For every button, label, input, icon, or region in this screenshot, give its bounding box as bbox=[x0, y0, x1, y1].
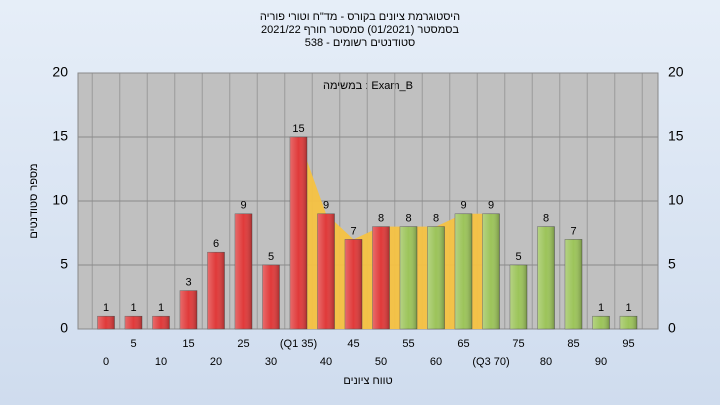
value-label: 7 bbox=[350, 225, 356, 237]
value-label: 5 bbox=[515, 251, 521, 263]
x-tick-label: 90 bbox=[595, 356, 607, 368]
bar-shade bbox=[427, 226, 445, 329]
x-tick-label: 30 bbox=[265, 356, 277, 368]
value-label: 1 bbox=[625, 302, 631, 314]
bar-shade bbox=[372, 226, 390, 329]
chart-subtitle: סטודנטים רשומים - 538 bbox=[305, 37, 416, 49]
value-label: 5 bbox=[268, 251, 274, 263]
value-label: 8 bbox=[543, 213, 549, 225]
x-tick-label: 95 bbox=[622, 338, 634, 350]
y-tick-label: 10 bbox=[52, 192, 68, 208]
bar-shade bbox=[592, 316, 610, 329]
value-label: 9 bbox=[240, 200, 246, 212]
y2-tick-label: 20 bbox=[668, 64, 684, 80]
bar-shade bbox=[97, 316, 115, 329]
bar-shade bbox=[482, 213, 500, 329]
value-label: 8 bbox=[378, 213, 384, 225]
bar-shade bbox=[345, 239, 362, 329]
x-tick-label: 40 bbox=[320, 356, 332, 368]
x-tick-label: 75 bbox=[512, 338, 524, 350]
value-label: 9 bbox=[323, 200, 329, 212]
x-tick-label: 50 bbox=[375, 356, 387, 368]
value-label: 1 bbox=[598, 302, 604, 314]
y2-tick-label: 5 bbox=[668, 256, 676, 272]
x-tick-label: 65 bbox=[457, 338, 469, 350]
value-label: 8 bbox=[405, 213, 411, 225]
y-tick-label: 5 bbox=[60, 256, 68, 272]
bar-shade bbox=[125, 316, 142, 329]
value-label: 6 bbox=[213, 238, 219, 250]
x-tick-label: 80 bbox=[540, 356, 552, 368]
x-tick-label: 0 bbox=[103, 356, 109, 368]
annotation: במשימה : Exam_B bbox=[323, 80, 413, 92]
value-label: 7 bbox=[570, 225, 576, 237]
x-tick-label: 85 bbox=[567, 338, 579, 350]
value-label: 9 bbox=[460, 200, 466, 212]
y-tick-label: 20 bbox=[52, 64, 68, 80]
x-tick-label: 15 bbox=[182, 338, 194, 350]
x-tick-label: 20 bbox=[210, 356, 222, 368]
y-axis-label: מספר סטודנטים bbox=[28, 163, 40, 238]
x-tick-label: 5 bbox=[130, 338, 136, 350]
y2-tick-label: 0 bbox=[668, 320, 676, 336]
x-tick-label: 45 bbox=[347, 338, 359, 350]
y-tick-label: 15 bbox=[52, 128, 68, 144]
bar-shade bbox=[180, 290, 197, 329]
value-label: 1 bbox=[103, 302, 109, 314]
x-tick-label: 25 bbox=[237, 338, 249, 350]
bar-shade bbox=[235, 213, 252, 329]
bar-shade bbox=[262, 265, 280, 329]
bar-shade bbox=[207, 252, 225, 329]
y2-tick-label: 10 bbox=[668, 192, 684, 208]
x-axis-label: טווח ציונים bbox=[343, 375, 392, 387]
bar-shade bbox=[290, 137, 307, 329]
chart-title: היסטוגרמת ציונים בקורס - מד"ח וטורי פורי… bbox=[260, 11, 460, 23]
x-tick-label: 10 bbox=[155, 356, 167, 368]
bar-shade bbox=[620, 316, 637, 329]
bar-shade bbox=[400, 226, 417, 329]
value-label: 8 bbox=[433, 213, 439, 225]
bar-shade bbox=[152, 316, 170, 329]
x-tick-label: (Q3 70) bbox=[472, 356, 509, 368]
y2-tick-label: 15 bbox=[668, 128, 684, 144]
bar-shade bbox=[455, 213, 472, 329]
chart-subtitle: בסמסטר (01/2021) סמסטר חורף 2021/22 bbox=[261, 24, 459, 36]
x-tick-label: (Q1 35) bbox=[280, 338, 317, 350]
bar-shade bbox=[565, 239, 582, 329]
value-label: 1 bbox=[158, 302, 164, 314]
x-tick-label: 55 bbox=[402, 338, 414, 350]
bar-shade bbox=[537, 226, 555, 329]
value-label: 15 bbox=[292, 123, 304, 135]
x-tick-label: 60 bbox=[430, 356, 442, 368]
value-label: 1 bbox=[130, 302, 136, 314]
bar-shade bbox=[317, 213, 335, 329]
value-label: 9 bbox=[488, 200, 494, 212]
value-label: 3 bbox=[185, 277, 191, 289]
y-tick-label: 0 bbox=[60, 320, 68, 336]
bar-shade bbox=[510, 265, 527, 329]
